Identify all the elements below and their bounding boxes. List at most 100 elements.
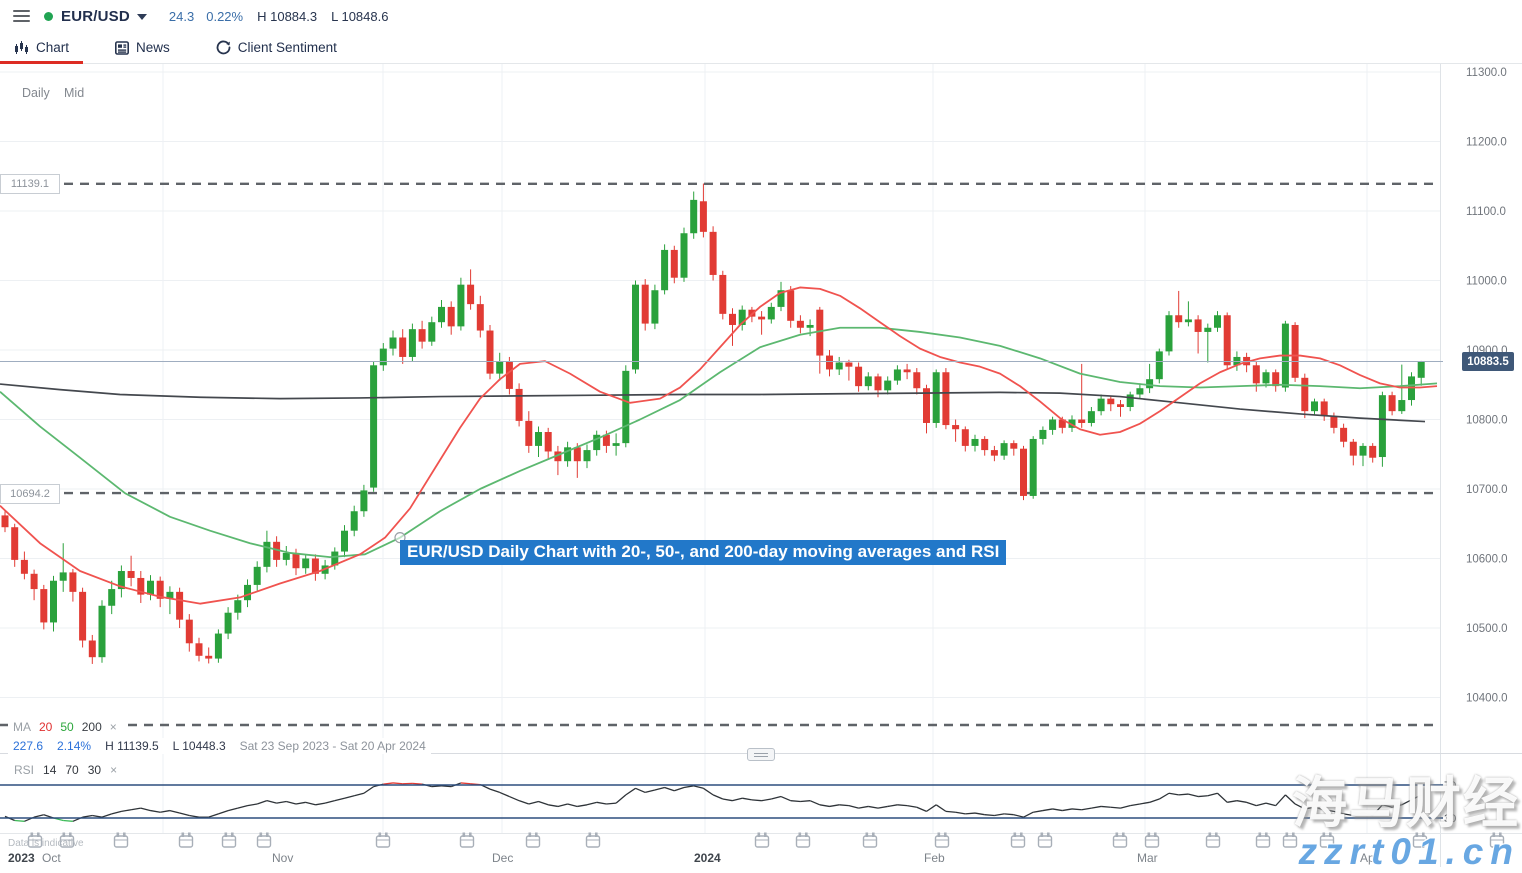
calendar-event-icon[interactable] <box>1257 833 1270 848</box>
rsi-line <box>645 790 655 792</box>
candle-body <box>632 285 639 370</box>
rsi-line <box>1295 804 1305 809</box>
candle-body <box>991 450 998 456</box>
rsi-line <box>1091 806 1101 808</box>
level-label-lower[interactable]: 10694.2 <box>0 484 60 504</box>
month-label: Apr <box>1360 851 1379 865</box>
rsi-close-icon[interactable]: × <box>110 763 117 777</box>
candle-body <box>1214 315 1221 328</box>
level-label-upper[interactable]: 11139.1 <box>0 174 60 194</box>
rsi-line <box>733 798 743 800</box>
candle-body <box>390 337 397 348</box>
rsi-line <box>665 787 675 790</box>
menu-icon[interactable] <box>13 10 30 22</box>
rsi-line <box>1344 814 1354 816</box>
calendar-event-icon[interactable] <box>180 833 193 848</box>
calendar-event-icon[interactable] <box>258 833 271 848</box>
rsi-line <box>1130 804 1140 806</box>
tab-client-sentiment-label: Client Sentiment <box>238 40 337 55</box>
calendar-event-icon[interactable] <box>1039 833 1052 848</box>
chevron-down-icon[interactable] <box>137 14 147 20</box>
month-label: Feb <box>924 851 945 865</box>
calendar-event-icon[interactable] <box>756 833 769 848</box>
current-price-badge: 10883.5 <box>1462 352 1514 371</box>
rsi-line <box>820 805 830 807</box>
candle-body <box>671 250 678 278</box>
calendar-event-icon[interactable] <box>1491 833 1504 848</box>
rsi-line <box>189 816 199 818</box>
rsi-line <box>1227 801 1237 803</box>
rsi-line <box>1392 805 1402 807</box>
tab-news-label: News <box>136 40 170 55</box>
calendar-event-icon[interactable] <box>223 833 236 848</box>
rsi-line <box>1024 812 1034 817</box>
tab-chart[interactable]: Chart <box>0 32 83 63</box>
rsi-line <box>713 795 723 799</box>
month-label: 2024 <box>694 851 721 865</box>
calendar-event-icon[interactable] <box>377 833 390 848</box>
candle-body <box>622 371 629 443</box>
candle-body <box>11 527 18 560</box>
candle-body <box>1321 401 1328 416</box>
ma20-period: 20 <box>39 720 52 734</box>
rsi-line <box>1315 807 1325 809</box>
candle-body <box>1127 394 1134 407</box>
candle-body <box>108 589 115 606</box>
calendar-event-icon[interactable] <box>1012 833 1025 848</box>
candle-body <box>1418 361 1425 377</box>
tab-news[interactable]: News <box>101 32 184 63</box>
ma-legend-label: MA <box>13 720 31 734</box>
candle-body <box>428 322 435 341</box>
calendar-event-icon[interactable] <box>1321 833 1334 848</box>
candle-body <box>60 572 67 580</box>
candle-body <box>302 559 309 569</box>
rsi-line <box>927 805 937 812</box>
data-indicative-note: Data is indicative <box>8 838 84 849</box>
rsi-line <box>791 801 801 802</box>
candle-body <box>1175 315 1182 322</box>
calendar-event-icon[interactable] <box>527 833 540 848</box>
rsi-line <box>1004 814 1014 815</box>
symbol-name[interactable]: EUR/USD <box>61 8 130 25</box>
rsi-line <box>936 805 946 812</box>
calendar-event-icon[interactable] <box>115 833 128 848</box>
month-label: Mar <box>1137 851 1158 865</box>
rsi-line <box>170 811 180 813</box>
candle-body <box>283 553 290 560</box>
calendar-event-icon[interactable] <box>936 833 949 848</box>
calendar-event-icon[interactable] <box>1207 833 1220 848</box>
rsi-line <box>539 802 549 805</box>
calendar-event-icon[interactable] <box>864 833 877 848</box>
rsi-line <box>558 804 568 806</box>
calendar-event-icon[interactable] <box>587 833 600 848</box>
calendar-event-icon[interactable] <box>1146 833 1159 848</box>
candle-body <box>845 363 852 367</box>
candle-body <box>981 439 988 450</box>
ma-legend: MA 20 50 200 × <box>8 719 122 735</box>
rsi-line <box>1150 799 1160 802</box>
candle-body <box>525 421 532 446</box>
candle-body <box>176 592 183 620</box>
pane-splitter-handle[interactable] <box>747 748 775 761</box>
ma-close-icon[interactable]: × <box>110 720 117 734</box>
rsi-line <box>1033 811 1043 813</box>
price-type-label[interactable]: Mid <box>64 86 84 100</box>
timeframe-label[interactable]: Daily <box>22 86 50 100</box>
candle-body <box>797 321 804 328</box>
calendar-event-icon[interactable] <box>461 833 474 848</box>
candle-body <box>457 285 464 327</box>
candle-body <box>913 372 920 388</box>
rsi-line <box>616 795 626 803</box>
rsi-line <box>1179 794 1189 795</box>
rsi-line <box>112 811 122 813</box>
calendar-event-icon[interactable] <box>1284 833 1297 848</box>
rsi-line <box>587 802 597 804</box>
calendar-event-icon[interactable] <box>1114 833 1127 848</box>
calendar-event-icon[interactable] <box>797 833 810 848</box>
rsi-line <box>694 786 704 788</box>
candle-body <box>1301 378 1308 411</box>
rsi-line <box>897 805 907 806</box>
tab-client-sentiment[interactable]: Client Sentiment <box>202 32 351 63</box>
calendar-event-icon[interactable] <box>1414 833 1427 848</box>
